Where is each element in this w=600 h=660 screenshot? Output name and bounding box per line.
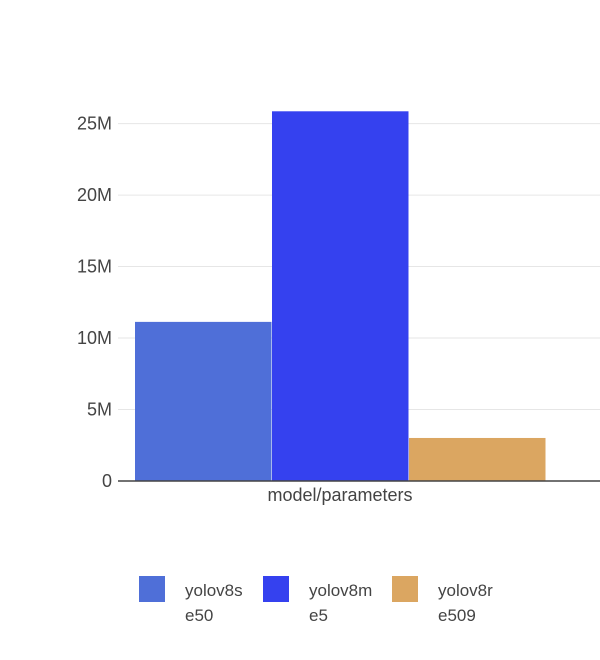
bar-yolov8s[interactable] bbox=[135, 321, 272, 481]
legend-label: e5 bbox=[309, 606, 328, 625]
y-tick-labels: 0 5M 10M 15M 20M 25M bbox=[77, 114, 112, 491]
y-tick-label: 5M bbox=[87, 400, 112, 420]
bar-yolov8m[interactable] bbox=[272, 111, 409, 481]
legend-item-yolov8r[interactable]: yolov8r e509 bbox=[392, 576, 493, 625]
legend-label: e509 bbox=[438, 606, 476, 625]
legend-swatch bbox=[263, 576, 289, 602]
y-tick-label: 25M bbox=[77, 114, 112, 134]
y-tick-label: 10M bbox=[77, 328, 112, 348]
legend-label: yolov8s bbox=[185, 581, 243, 600]
legend-label: yolov8r bbox=[438, 581, 493, 600]
x-category-label: model/parameters bbox=[267, 485, 412, 505]
legend[interactable]: yolov8s e50 yolov8m e5 yolov8r e509 bbox=[139, 576, 493, 625]
legend-swatch bbox=[139, 576, 165, 602]
bars bbox=[135, 111, 546, 481]
bar-yolov8r[interactable] bbox=[409, 437, 546, 481]
legend-swatch bbox=[392, 576, 418, 602]
y-tick-label: 0 bbox=[102, 471, 112, 491]
legend-label: yolov8m bbox=[309, 581, 372, 600]
y-tick-label: 20M bbox=[77, 185, 112, 205]
legend-item-yolov8s[interactable]: yolov8s e50 bbox=[139, 576, 243, 625]
legend-item-yolov8m[interactable]: yolov8m e5 bbox=[263, 576, 372, 625]
legend-label: e50 bbox=[185, 606, 213, 625]
y-tick-label: 15M bbox=[77, 257, 112, 277]
